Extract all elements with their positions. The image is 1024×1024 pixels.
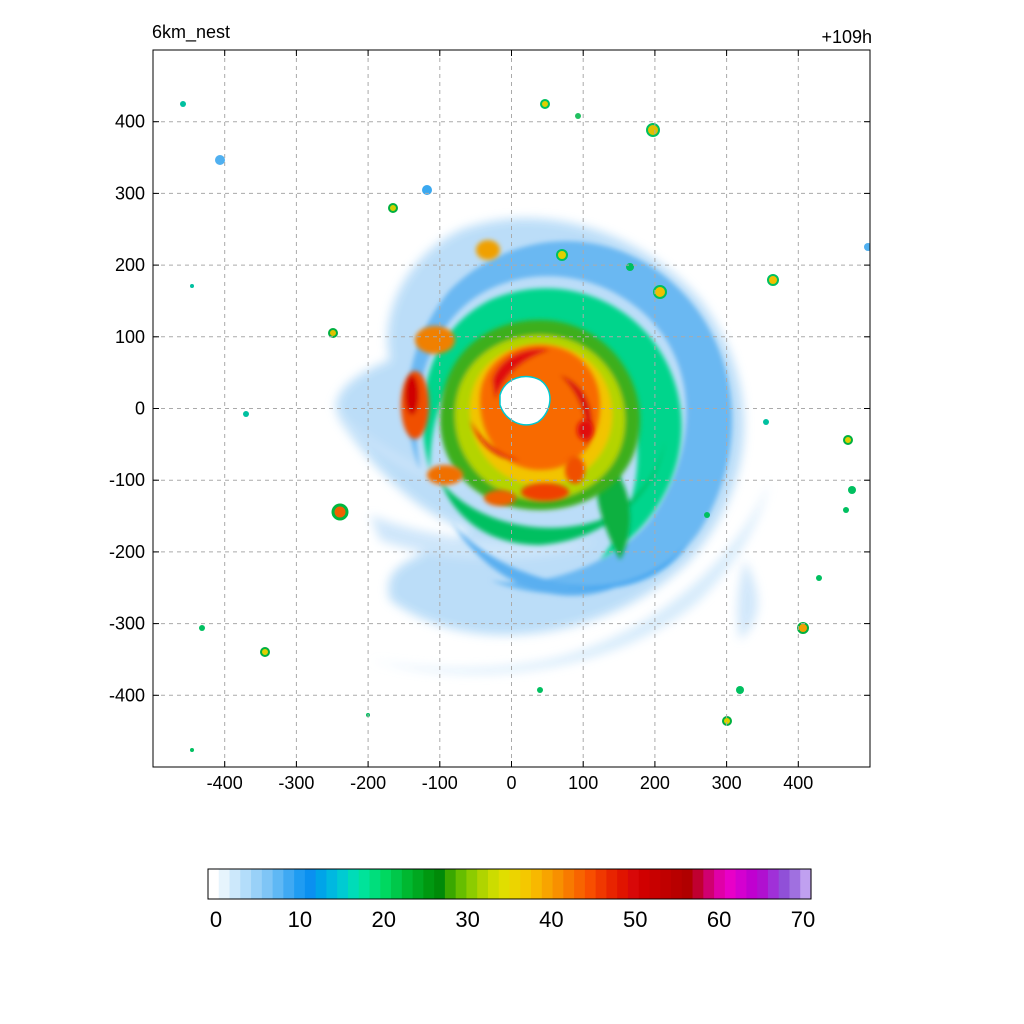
colorbar-swatch: [283, 869, 295, 899]
colorbar-swatch: [208, 869, 220, 899]
colorbar-tick-label: 40: [539, 907, 563, 932]
colorbar-tick-label: 50: [623, 907, 647, 932]
forecast-hour-label: +109h: [821, 27, 872, 47]
colorbar-swatch: [735, 869, 747, 899]
colorbar-tick-label: 60: [707, 907, 731, 932]
y-tick-label: -100: [109, 470, 145, 490]
colorbar-swatch: [466, 869, 478, 899]
colorbar-swatch: [347, 869, 360, 899]
colorbar-swatch: [520, 869, 532, 899]
colorbar-swatch: [757, 869, 769, 899]
colorbar-swatch: [800, 869, 812, 899]
colorbar-tick-label: 20: [371, 907, 395, 932]
colorbar-swatch: [229, 869, 241, 899]
y-tick-label: 100: [115, 327, 145, 347]
y-tick-label: 400: [115, 112, 145, 132]
colorbar-swatch: [531, 869, 543, 899]
colorbar-tick-label: 10: [288, 907, 312, 932]
colorbar-swatch: [671, 869, 683, 899]
y-tick-label: 300: [115, 183, 145, 203]
y-tick-label: -200: [109, 542, 145, 562]
colorbar-swatch: [218, 869, 231, 899]
colorbar-swatch: [649, 869, 661, 899]
colorbar-swatch: [391, 869, 403, 899]
reflectivity-field: [180, 99, 870, 752]
x-tick-label: -300: [278, 773, 314, 793]
colorbar-swatch: [714, 869, 726, 899]
colorbar-swatch: [315, 869, 328, 899]
x-tick-label: -400: [207, 773, 243, 793]
colorbar-swatch: [455, 869, 468, 899]
colorbar-swatch: [423, 869, 435, 899]
colorbar-swatch: [487, 869, 500, 899]
colorbar-swatch: [401, 869, 414, 899]
x-tick-label: 0: [506, 773, 516, 793]
colorbar: [207, 868, 812, 900]
colorbar-swatch: [606, 869, 618, 899]
colorbar-swatch: [326, 869, 338, 899]
colorbar-swatch: [627, 869, 640, 899]
colorbar-swatch: [509, 869, 521, 899]
colorbar-tick-label: 30: [455, 907, 479, 932]
y-axis: 400 300 200 100 0 -100 -200 -300 -400: [109, 112, 870, 705]
colorbar-swatch: [724, 869, 737, 899]
y-tick-label: 0: [135, 399, 145, 419]
colorbar-swatch: [574, 869, 586, 899]
x-axis: -400 -300 -200 -100 0 100 200 300 400: [207, 50, 813, 793]
colorbar-swatch: [584, 869, 597, 899]
colorbar-swatch: [746, 869, 758, 899]
x-tick-label: 200: [640, 773, 670, 793]
colorbar-swatch: [294, 869, 306, 899]
domain-label: 6km_nest: [152, 22, 231, 42]
colorbar-swatch: [434, 869, 446, 899]
y-tick-label: -400: [109, 685, 145, 705]
colorbar-swatch: [778, 869, 791, 899]
colorbar-swatch: [477, 869, 489, 899]
colorbar-ticks: 0 10 20 30 40 50 60 70: [210, 907, 815, 932]
colorbar-swatch: [552, 869, 564, 899]
colorbar-swatch: [563, 869, 575, 899]
colorbar-swatch: [703, 869, 715, 899]
colorbar-swatch: [767, 869, 780, 899]
colorbar-swatch: [660, 869, 672, 899]
x-tick-label: 100: [568, 773, 598, 793]
colorbar-swatch: [369, 869, 381, 899]
colorbar-swatch: [681, 869, 694, 899]
colorbar-tick-label: 0: [210, 907, 222, 932]
colorbar-swatch: [541, 869, 554, 899]
colorbar-swatch: [337, 869, 349, 899]
colorbar-swatch: [304, 869, 317, 899]
colorbar-swatch: [272, 869, 284, 899]
x-tick-label: 300: [712, 773, 742, 793]
colorbar-swatch: [444, 869, 457, 899]
colorbar-tick-label: 70: [791, 907, 815, 932]
colorbar-swatch: [358, 869, 371, 899]
colorbar-swatch: [380, 869, 392, 899]
x-tick-label: -200: [350, 773, 386, 793]
colorbar-swatch: [595, 869, 608, 899]
colorbar-swatch: [638, 869, 651, 899]
colorbar-swatch: [251, 869, 263, 899]
x-tick-label: 400: [783, 773, 813, 793]
colorbar-swatch: [261, 869, 274, 899]
colorbar-swatch: [692, 869, 704, 899]
x-tick-label: -100: [422, 773, 458, 793]
colorbar-frame: [207, 868, 812, 900]
colorbar-swatch: [498, 869, 511, 899]
colorbar-swatch: [617, 869, 629, 899]
colorbar-swatch: [789, 869, 801, 899]
y-tick-label: 200: [115, 255, 145, 275]
colorbar-swatch: [412, 869, 424, 899]
colorbar-swatch: [240, 869, 252, 899]
y-tick-label: -300: [109, 614, 145, 634]
